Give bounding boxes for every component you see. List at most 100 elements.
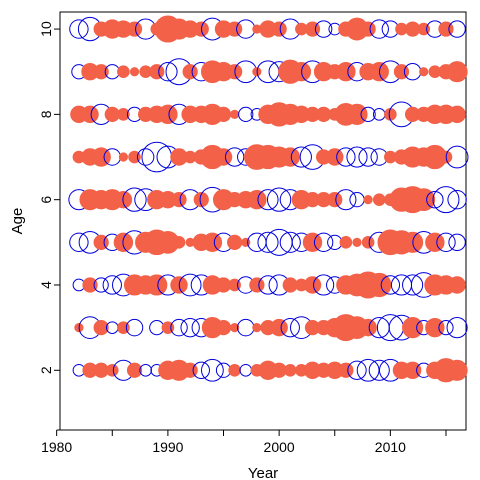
bubble-point [363,195,373,205]
y-axis-title: Age [9,208,26,235]
bubble-point [359,318,377,337]
x-tick-label: 2000 [264,439,295,455]
bubble-point [117,108,130,121]
bubble-point [117,65,130,79]
y-tick-label: 8 [38,110,54,118]
y-tick-label: 6 [38,196,54,204]
bubble-point [336,147,356,167]
bubble-point [237,318,255,337]
bubble-point [369,19,389,39]
bubble-point [448,105,466,124]
bubble-point [238,106,254,122]
bubble-point [105,363,119,377]
bubble-point [193,192,209,208]
bubble-point [303,276,322,294]
bubble-point [339,236,353,249]
x-tick-label: 2010 [375,439,406,455]
bubble-point [425,232,445,253]
bubble-point [368,359,390,381]
bubble-point [257,189,279,211]
bubble-point [402,317,424,339]
bubble-point [215,320,232,336]
bubble-point [158,62,178,82]
bubble-point [146,274,168,296]
bubble-point [215,106,232,122]
bubble-point [326,148,344,166]
bubble-point [192,361,210,380]
bubble-point [361,236,375,249]
bubble-point [280,317,300,338]
bubble-point [81,105,99,124]
bubble-point [349,192,365,208]
bubble-point [149,64,165,80]
x-axis-title: Year [248,465,278,480]
bubble-point [302,232,323,253]
bubble-point [93,64,109,80]
bubble-point [178,273,202,297]
bubble-point [358,147,378,167]
bubble-point [126,21,143,37]
bubble-point [114,190,133,209]
bubble-point [117,321,130,334]
bubble-point [446,317,468,339]
bubble-point [425,317,445,338]
bubble-point [356,358,380,382]
bubble-point [239,363,253,377]
bubble-point [402,274,424,296]
bubble-point [438,320,454,336]
bubble-point [122,187,147,212]
bubble-point [290,146,312,168]
bubble-point [360,21,376,37]
bubble-point [118,152,129,162]
x-tick-label: 1980 [41,439,72,455]
y-tick-label: 2 [38,366,54,374]
y-axis: 2 4 6 8 10 [38,21,61,374]
bubble-point [313,274,335,296]
bubble-point [346,103,368,125]
bubble-point [336,62,356,82]
bubble-point [126,362,143,378]
bubble-point [172,236,186,249]
bubble-point [338,362,354,378]
bubble-point [102,275,122,295]
bubble-point [335,189,357,211]
bubble-point [390,274,413,296]
bubble-point [214,148,233,166]
bubble-point [125,318,144,337]
bubble-point [271,21,287,37]
bubble-point [436,232,456,253]
bubble-point [228,363,241,377]
bubble-point [447,189,467,210]
x-axis: 1980 1990 2000 2010 [41,429,447,455]
bubble-point [249,277,265,293]
bubble-point [158,104,178,125]
bubble-point [372,193,386,206]
bubble-point [448,233,466,252]
bubble-point [252,323,262,333]
bubble-point [270,318,288,337]
bubble-point [227,234,243,250]
bubble-point [230,109,240,119]
bubble-point [279,231,301,253]
bubble-point [445,145,469,169]
bubble-point [432,186,460,214]
bubble-point [446,61,468,83]
bubble-point [227,21,243,37]
bubble-point [230,323,240,333]
bubble-point [69,232,89,253]
bubble-point [448,276,466,294]
bubble-point [403,361,422,380]
bubble-point [360,106,376,122]
bubble-point [258,275,278,295]
bubble-point [347,360,367,380]
bubble-point [313,232,334,253]
x-tick-label: 1990 [152,439,183,455]
bubble-point [265,228,293,256]
bubble-point [446,359,468,381]
bubble-point [314,20,333,38]
bubble-point [426,190,444,209]
bubble-point [280,147,300,167]
bubble-point [113,232,134,253]
bubble-point [69,19,89,39]
